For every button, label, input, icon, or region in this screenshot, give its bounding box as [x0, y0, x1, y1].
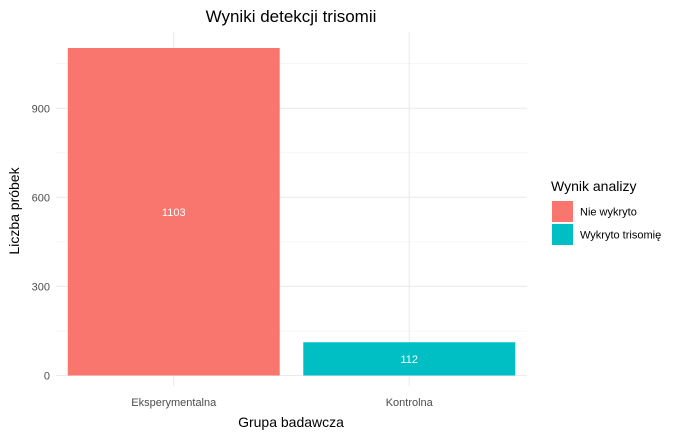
y-tick-label: 600 — [32, 192, 50, 204]
chart-title: Wyniki detekcji trisomii — [206, 7, 377, 26]
bar-kontrolna — [303, 342, 516, 376]
y-axis-ticks: 0 300 600 900 — [32, 103, 50, 382]
legend-label-wykryto-trisomie: Wykryto trisomię — [580, 230, 661, 242]
y-tick-label: 900 — [32, 103, 50, 115]
x-axis-title: Grupa badawcza — [238, 414, 344, 430]
bar-eksperymentalna — [67, 48, 280, 376]
y-tick-label: 300 — [32, 281, 50, 293]
legend: Wynik analizy Nie wykryto Wykryto trisom… — [551, 178, 661, 245]
legend-title: Wynik analizy — [551, 178, 636, 194]
data-label-eksperymentalna: 1103 — [162, 207, 186, 219]
y-axis-title: Liczba próbek — [6, 166, 22, 254]
x-tick-label: Eksperymentalna — [131, 397, 217, 409]
bar-labels: 1103 112 — [162, 207, 418, 366]
x-tick-label: Kontrolna — [386, 397, 434, 409]
x-axis-ticks: Eksperymentalna Kontrolna — [131, 397, 433, 409]
bars — [67, 48, 516, 376]
legend-key-nie-wykryto — [552, 201, 573, 222]
data-label-kontrolna: 112 — [400, 354, 418, 366]
y-tick-label: 0 — [44, 371, 50, 383]
legend-label-nie-wykryto: Nie wykryto — [580, 207, 637, 219]
legend-key-wykryto-trisomie — [552, 224, 573, 245]
